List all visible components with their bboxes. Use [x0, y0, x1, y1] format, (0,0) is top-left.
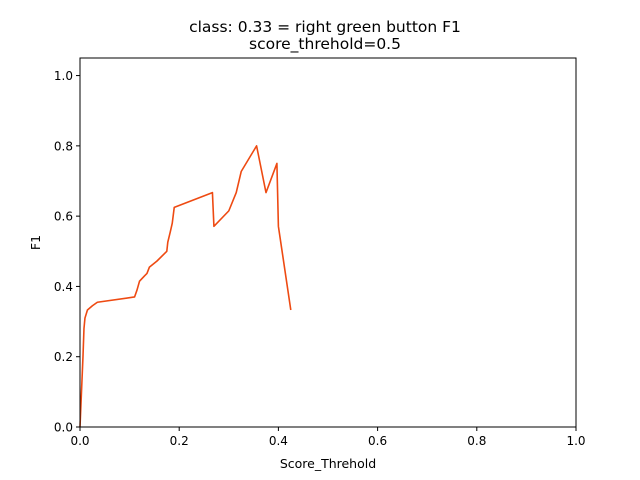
x-tick-label: 1.0: [566, 434, 585, 448]
x-tick-label: 0.4: [269, 434, 288, 448]
x-tick-label: 0.0: [70, 434, 89, 448]
y-tick-label: 0.0: [54, 421, 73, 435]
y-tick-label: 0.8: [54, 139, 73, 153]
f1-series-line: [79, 145, 292, 428]
y-tick-label: 0.2: [54, 350, 73, 364]
x-tick-label: 0.6: [368, 434, 387, 448]
x-tick-label: 0.8: [467, 434, 486, 448]
y-tick-label: 0.6: [54, 210, 73, 224]
plot-frame: [79, 57, 577, 428]
y-axis-label: F1: [28, 235, 43, 250]
y-tick-label: 1.0: [54, 69, 73, 83]
x-tick-label: 0.2: [170, 434, 189, 448]
chart-title-line-1: class: 0.33 = right green button F1: [189, 18, 461, 36]
chart-title-line-2: score_threhold=0.5: [249, 35, 401, 54]
y-tick-label: 0.4: [54, 280, 73, 294]
x-axis-label: Score_Threhold: [280, 456, 376, 471]
